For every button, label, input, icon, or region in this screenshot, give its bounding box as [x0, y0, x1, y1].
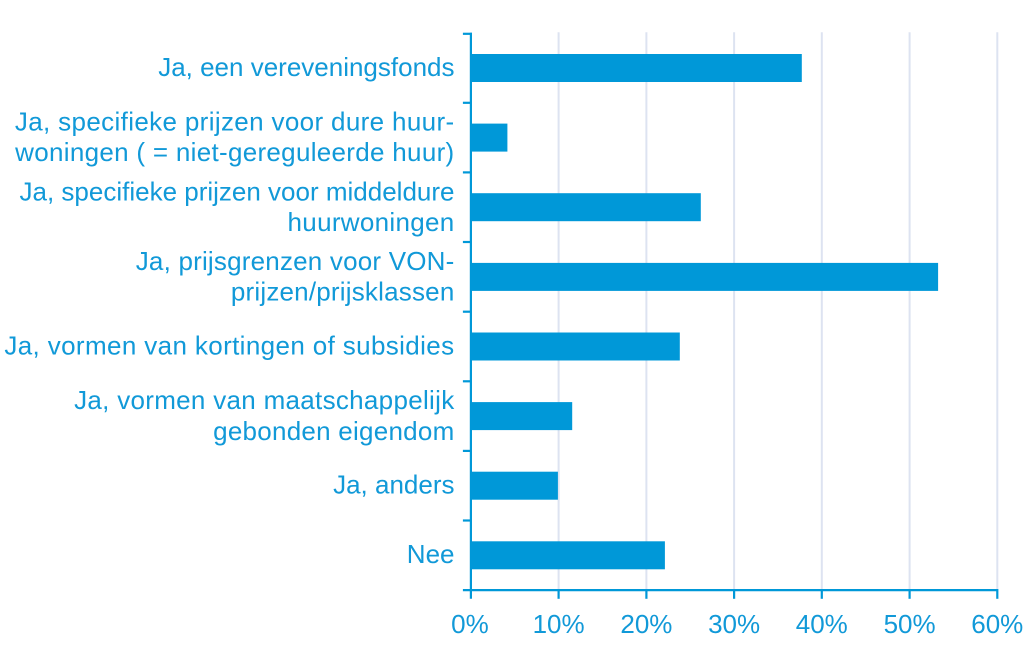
svg-text:20%: 20% — [620, 609, 672, 639]
svg-text:Ja, specifieke prijzen voor du: Ja, specifieke prijzen voor dure huur- — [15, 106, 455, 136]
svg-text:0%: 0% — [451, 609, 489, 639]
svg-text:prijzen/prijsklassen: prijzen/prijsklassen — [231, 277, 455, 307]
svg-text:gebonden eigendom: gebonden eigendom — [213, 416, 454, 446]
svg-text:Ja, anders: Ja, anders — [333, 470, 454, 500]
svg-text:Ja, prijsgrenzen voor VON-: Ja, prijsgrenzen voor VON- — [136, 246, 455, 276]
svg-text:Nee: Nee — [407, 539, 455, 569]
svg-text:Ja, een vereveningsfonds: Ja, een vereveningsfonds — [158, 52, 454, 82]
svg-text:Ja, specifieke prijzen voor mi: Ja, specifieke prijzen voor middeldure — [20, 176, 455, 206]
svg-text:Ja, vormen van kortingen of su: Ja, vormen van kortingen of subsidies — [4, 330, 454, 360]
svg-text:30%: 30% — [708, 609, 760, 639]
svg-text:60%: 60% — [971, 609, 1023, 639]
svg-text:Ja, vormen van maatschappelijk: Ja, vormen van maatschappelijk — [74, 385, 455, 415]
svg-text:huurwoningen: huurwoningen — [288, 207, 455, 237]
svg-text:50%: 50% — [884, 609, 936, 639]
svg-text:woningen ( = niet-gereguleerde: woningen ( = niet-gereguleerde huur) — [14, 137, 454, 167]
svg-text:10%: 10% — [533, 609, 585, 639]
svg-text:40%: 40% — [796, 609, 848, 639]
